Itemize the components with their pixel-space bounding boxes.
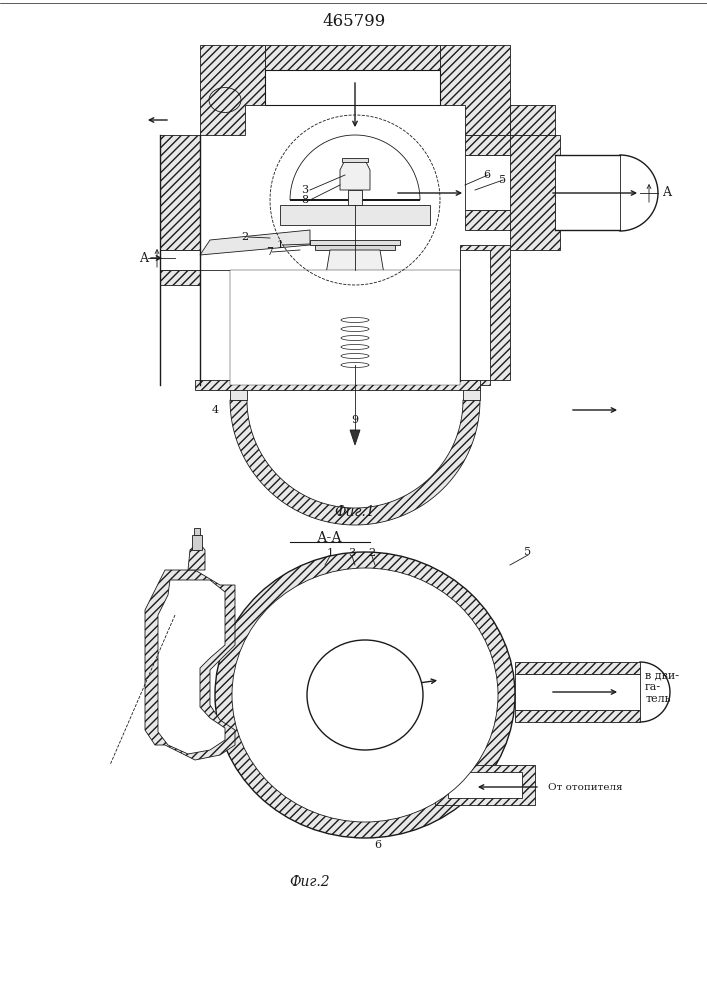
Polygon shape [265, 70, 440, 105]
Text: Фиг.1: Фиг.1 [334, 505, 375, 519]
Text: 1: 1 [276, 240, 284, 250]
Polygon shape [510, 135, 560, 250]
Text: 465799: 465799 [322, 13, 385, 30]
Polygon shape [465, 210, 555, 230]
Polygon shape [342, 158, 368, 162]
Polygon shape [160, 250, 200, 270]
Polygon shape [463, 385, 480, 400]
Polygon shape [465, 135, 555, 155]
Polygon shape [515, 674, 640, 710]
Text: От отопителя: От отопителя [548, 782, 623, 792]
Text: А-А: А-А [317, 531, 343, 545]
Polygon shape [200, 270, 230, 385]
Polygon shape [448, 772, 522, 798]
Text: 6: 6 [484, 170, 491, 180]
Text: 4: 4 [211, 405, 218, 415]
Polygon shape [188, 544, 205, 570]
Text: га-: га- [645, 682, 661, 692]
Polygon shape [350, 430, 360, 445]
Text: в дви-: в дви- [645, 670, 679, 680]
Polygon shape [510, 105, 555, 135]
Text: 2: 2 [241, 232, 249, 242]
Polygon shape [192, 535, 202, 550]
Polygon shape [200, 230, 310, 255]
Polygon shape [460, 250, 490, 380]
Polygon shape [515, 662, 640, 674]
Ellipse shape [307, 640, 423, 750]
Ellipse shape [232, 568, 498, 822]
Polygon shape [230, 385, 247, 400]
Text: тель: тель [645, 694, 671, 704]
Polygon shape [195, 380, 480, 390]
Polygon shape [465, 155, 555, 210]
Text: 5: 5 [525, 547, 532, 557]
Polygon shape [160, 270, 200, 285]
Polygon shape [280, 205, 430, 225]
Polygon shape [200, 45, 265, 135]
Polygon shape [160, 250, 200, 265]
Polygon shape [340, 160, 370, 190]
Text: 9: 9 [351, 415, 358, 425]
Polygon shape [315, 245, 395, 250]
Polygon shape [348, 190, 362, 205]
Ellipse shape [215, 552, 515, 838]
Polygon shape [325, 320, 385, 330]
Polygon shape [230, 270, 460, 385]
Polygon shape [435, 765, 535, 805]
Text: 6: 6 [375, 840, 382, 850]
Text: 3: 3 [301, 185, 308, 195]
Polygon shape [325, 280, 385, 300]
Polygon shape [230, 400, 480, 525]
Polygon shape [440, 45, 510, 135]
Polygon shape [310, 240, 400, 245]
Polygon shape [328, 300, 382, 320]
Text: A: A [139, 251, 148, 264]
Polygon shape [555, 155, 620, 230]
Text: 7: 7 [267, 247, 274, 257]
Text: Фиг.2: Фиг.2 [290, 875, 330, 889]
Text: 5: 5 [499, 175, 506, 185]
Text: 8: 8 [301, 195, 308, 205]
Polygon shape [265, 45, 440, 70]
Text: 2: 2 [368, 548, 375, 558]
Polygon shape [325, 330, 385, 362]
Polygon shape [200, 270, 230, 385]
Text: 3: 3 [349, 548, 356, 558]
Polygon shape [160, 135, 200, 270]
Text: 1: 1 [327, 548, 334, 558]
Polygon shape [158, 580, 225, 754]
Text: A: A [662, 186, 671, 200]
Polygon shape [194, 528, 200, 535]
Polygon shape [145, 570, 235, 760]
Polygon shape [290, 135, 420, 200]
Polygon shape [460, 245, 510, 385]
Polygon shape [515, 710, 640, 722]
Polygon shape [325, 250, 385, 280]
